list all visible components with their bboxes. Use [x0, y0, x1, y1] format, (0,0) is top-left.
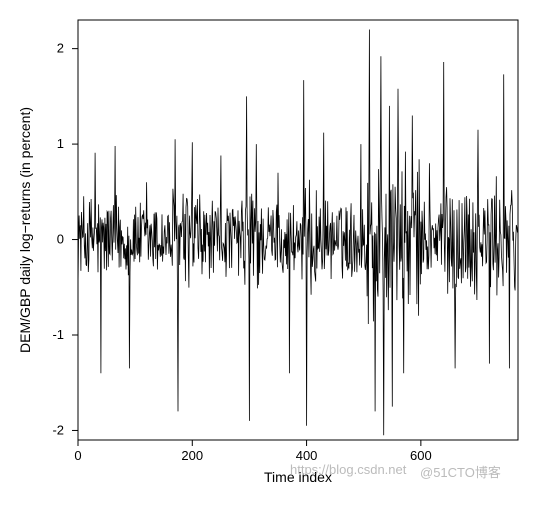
x-tick-label: 600	[410, 448, 432, 463]
x-tick-label: 200	[181, 448, 203, 463]
y-tick-label: 1	[57, 136, 64, 151]
chart-svg: 0 200 400 600 -2 -1 0 1 2 Time index DEM/GBP daily…	[0, 0, 552, 506]
y-tick-label: 2	[57, 41, 64, 56]
x-axis-label: Time index	[264, 469, 332, 485]
y-tick-label: 0	[57, 232, 64, 247]
x-tick-label: 400	[296, 448, 318, 463]
y-tick-label: -2	[52, 422, 64, 437]
y-axis-label: DEM/GBP daily log−returns (in percent)	[17, 107, 33, 353]
x-tick-label: 0	[74, 448, 81, 463]
timeseries-chart: 0 200 400 600 -2 -1 0 1 2 Time index DEM/GBP daily…	[0, 0, 552, 511]
y-tick-label: -1	[52, 327, 64, 342]
